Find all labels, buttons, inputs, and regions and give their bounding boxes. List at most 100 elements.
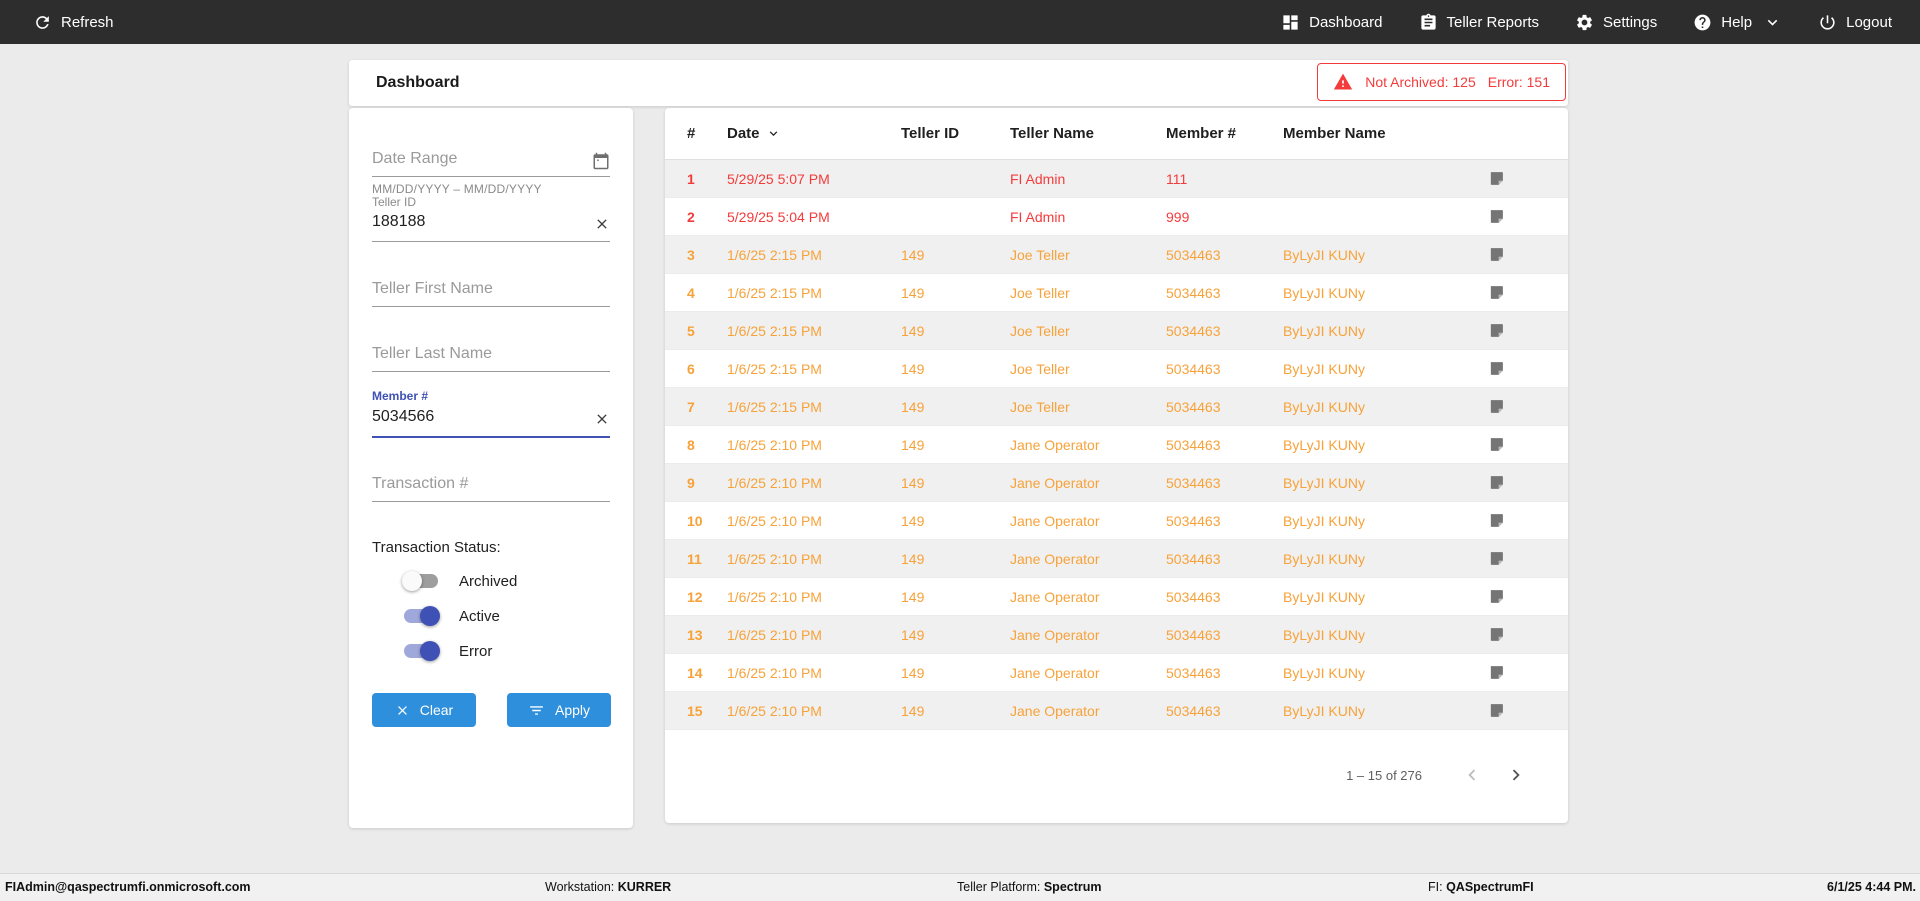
row-number: 15 xyxy=(687,702,703,719)
row-teller-id: 149 xyxy=(901,550,925,567)
refresh-button[interactable]: Refresh xyxy=(33,13,114,32)
row-date: 1/6/25 2:10 PM xyxy=(727,626,822,643)
row-teller-id: 149 xyxy=(901,398,925,415)
toggle-switch[interactable] xyxy=(404,641,440,661)
calendar-icon[interactable] xyxy=(592,152,610,170)
status-footer: FIAdmin@qaspectrumfi.onmicrosoft.com Wor… xyxy=(0,873,1920,901)
row-member-number: 5034463 xyxy=(1166,436,1221,453)
row-date: 1/6/25 2:10 PM xyxy=(727,474,822,491)
row-member-number: 5034463 xyxy=(1166,360,1221,377)
teller-last-name-input[interactable] xyxy=(372,345,610,363)
row-teller-id: 149 xyxy=(901,474,925,491)
note-icon[interactable] xyxy=(1479,702,1513,719)
row-member-name: ByLyJI KUNy xyxy=(1283,474,1365,491)
table-row[interactable]: 2 5/29/25 5:04 PM FI Admin 999 xyxy=(665,198,1568,236)
apply-button[interactable]: Apply xyxy=(507,693,611,727)
row-teller-id: 149 xyxy=(901,246,925,263)
table-row[interactable]: 12 1/6/25 2:10 PM 149 Jane Operator 5034… xyxy=(665,578,1568,616)
next-page-button[interactable] xyxy=(1504,763,1528,787)
clear-button[interactable]: Clear xyxy=(372,693,476,727)
row-teller-name: Jane Operator xyxy=(1010,512,1100,529)
clear-member-number-icon[interactable] xyxy=(594,411,610,427)
note-icon[interactable] xyxy=(1479,436,1513,453)
row-number: 12 xyxy=(687,588,703,605)
row-member-number: 5034463 xyxy=(1166,626,1221,643)
row-date: 1/6/25 2:15 PM xyxy=(727,322,822,339)
table-row[interactable]: 3 1/6/25 2:15 PM 149 Joe Teller 5034463 … xyxy=(665,236,1568,274)
table-row[interactable]: 13 1/6/25 2:10 PM 149 Jane Operator 5034… xyxy=(665,616,1568,654)
nav-logout[interactable]: Logout xyxy=(1818,13,1892,32)
chevron-right-icon xyxy=(1512,769,1520,781)
member-number-input[interactable] xyxy=(372,408,610,426)
row-teller-id: 149 xyxy=(901,702,925,719)
table-row[interactable]: 4 1/6/25 2:15 PM 149 Joe Teller 5034463 … xyxy=(665,274,1568,312)
alert-error-count: Error: 151 xyxy=(1487,74,1550,90)
table-row[interactable]: 15 1/6/25 2:10 PM 149 Jane Operator 5034… xyxy=(665,692,1568,730)
status-toggle[interactable]: Active xyxy=(404,605,517,627)
note-icon[interactable] xyxy=(1479,512,1513,529)
date-range-input[interactable] xyxy=(372,150,610,168)
page-header: Dashboard Not Archived: 125 Error: 151 xyxy=(349,60,1568,106)
status-toggle[interactable]: Error xyxy=(404,640,517,662)
note-icon[interactable] xyxy=(1479,588,1513,605)
row-member-name: ByLyJI KUNy xyxy=(1283,664,1365,681)
note-icon[interactable] xyxy=(1479,246,1513,263)
col-number[interactable]: # xyxy=(687,125,696,142)
table-row[interactable]: 8 1/6/25 2:10 PM 149 Jane Operator 50344… xyxy=(665,426,1568,464)
row-teller-id: 149 xyxy=(901,360,925,377)
note-icon[interactable] xyxy=(1479,208,1513,225)
clear-teller-id-icon[interactable] xyxy=(594,216,610,232)
table-row[interactable]: 14 1/6/25 2:10 PM 149 Jane Operator 5034… xyxy=(665,654,1568,692)
table-row[interactable]: 11 1/6/25 2:10 PM 149 Jane Operator 5034… xyxy=(665,540,1568,578)
table-row[interactable]: 10 1/6/25 2:10 PM 149 Jane Operator 5034… xyxy=(665,502,1568,540)
status-toggle[interactable]: Archived xyxy=(402,570,518,592)
note-icon[interactable] xyxy=(1479,664,1513,681)
note-icon[interactable] xyxy=(1479,398,1513,415)
transaction-number-input[interactable] xyxy=(372,475,610,493)
nav-logout-label: Logout xyxy=(1846,13,1892,31)
teller-last-name-underline xyxy=(372,371,610,372)
note-icon[interactable] xyxy=(1479,474,1513,491)
teller-first-name-input[interactable] xyxy=(372,280,610,298)
table-row[interactable]: 6 1/6/25 2:15 PM 149 Joe Teller 5034463 … xyxy=(665,350,1568,388)
col-teller-name[interactable]: Teller Name xyxy=(1010,125,1094,142)
note-icon[interactable] xyxy=(1479,626,1513,643)
page-title: Dashboard xyxy=(376,74,460,91)
previous-page-button[interactable] xyxy=(1460,763,1484,787)
dashboard-icon xyxy=(1283,14,1298,30)
teller-id-underline xyxy=(372,241,610,242)
warning-icon xyxy=(1334,73,1353,90)
row-teller-name: FI Admin xyxy=(1010,208,1066,225)
toggle-label: Archived xyxy=(459,572,518,590)
nav-settings[interactable]: Settings xyxy=(1575,13,1657,32)
nav-teller-reports[interactable]: Teller Reports xyxy=(1419,13,1539,32)
nav-help[interactable]: Help xyxy=(1693,13,1782,32)
footer-workstation: Workstation: KURRER xyxy=(545,880,672,894)
status-alert[interactable]: Not Archived: 125 Error: 151 xyxy=(1317,63,1566,101)
note-icon[interactable] xyxy=(1479,550,1513,567)
note-icon[interactable] xyxy=(1479,284,1513,301)
toggle-switch[interactable] xyxy=(402,571,438,591)
row-number: 2 xyxy=(687,208,695,225)
row-teller-name: Jane Operator xyxy=(1010,474,1100,491)
note-icon[interactable] xyxy=(1479,360,1513,377)
row-date: 5/29/25 5:04 PM xyxy=(727,208,830,225)
table-row[interactable]: 9 1/6/25 2:10 PM 149 Jane Operator 50344… xyxy=(665,464,1568,502)
table-row[interactable]: 1 5/29/25 5:07 PM FI Admin 111 xyxy=(665,160,1568,198)
note-icon[interactable] xyxy=(1479,322,1513,339)
transaction-number-field-wrap xyxy=(372,475,610,493)
alert-not-archived: Not Archived: 125 xyxy=(1365,74,1476,90)
apply-button-label: Apply xyxy=(554,702,591,718)
note-icon[interactable] xyxy=(1479,170,1513,187)
row-member-name: ByLyJI KUNy xyxy=(1283,360,1365,377)
col-member-name[interactable]: Member Name xyxy=(1283,125,1386,142)
toggle-switch[interactable] xyxy=(404,606,440,626)
teller-id-input[interactable] xyxy=(372,213,610,231)
table-row[interactable]: 5 1/6/25 2:15 PM 149 Joe Teller 5034463 … xyxy=(665,312,1568,350)
nav-dashboard[interactable]: Dashboard xyxy=(1281,13,1383,32)
col-teller-id[interactable]: Teller ID xyxy=(901,125,960,142)
nav-help-label: Help xyxy=(1721,13,1753,31)
col-member-number[interactable]: Member # xyxy=(1166,125,1237,142)
col-date[interactable]: Date xyxy=(727,125,901,142)
table-row[interactable]: 7 1/6/25 2:15 PM 149 Joe Teller 5034463 … xyxy=(665,388,1568,426)
